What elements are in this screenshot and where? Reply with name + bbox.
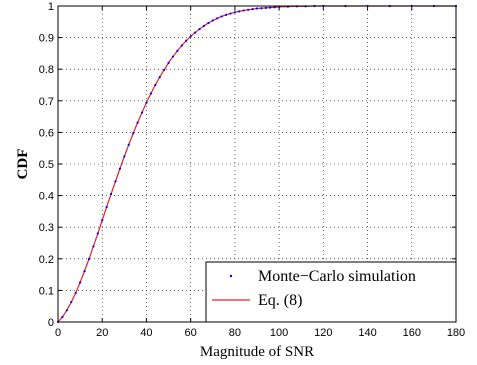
monte-carlo-point: [224, 13, 228, 16]
monte-carlo-point: [176, 49, 179, 52]
y-tick-label: 0.8: [39, 64, 54, 76]
monte-carlo-point: [127, 143, 130, 146]
monte-carlo-point: [264, 6, 267, 9]
monte-carlo-point: [136, 121, 139, 124]
x-tick-label: 0: [55, 327, 61, 339]
x-tick-label: 180: [447, 327, 465, 339]
monte-carlo-point: [118, 167, 122, 170]
monte-carlo-point: [105, 205, 108, 209]
y-tick-label: 0: [48, 317, 54, 329]
grid-lines: [58, 6, 456, 322]
monte-carlo-point: [101, 219, 104, 222]
eq8-line: [57, 5, 456, 323]
monte-carlo-point: [211, 19, 214, 22]
y-tick-label: 0.3: [39, 222, 54, 234]
monte-carlo-point: [132, 132, 135, 135]
monte-carlo-point: [247, 8, 250, 11]
y-tick-label: 0.1: [39, 285, 54, 297]
monte-carlo-point: [149, 92, 152, 95]
monte-carlo-point: [238, 10, 241, 13]
monte-carlo-point: [74, 291, 77, 295]
monte-carlo-point: [207, 21, 210, 25]
y-tick-label: 0.6: [39, 127, 54, 139]
tick-labels: 0 20 40 60 80 100 120 140 160 180 0 0.1 0.2 0.3 0.4 0.5…: [39, 1, 465, 339]
legend-label-eq8: Eq. (8): [258, 292, 302, 309]
monte-carlo-point: [65, 309, 68, 312]
monte-carlo-point: [79, 281, 82, 284]
x-tick-label: 20: [96, 327, 108, 339]
monte-carlo-point: [233, 11, 236, 14]
monte-carlo-point: [70, 300, 73, 304]
x-tick-label: 60: [185, 327, 197, 339]
monte-carlo-point: [189, 35, 192, 38]
x-tick-label: 140: [358, 327, 376, 339]
monte-carlo-point: [92, 245, 95, 248]
monte-carlo-point: [273, 6, 276, 9]
monte-carlo-point: [167, 61, 170, 64]
legend-label-monte-carlo: Monte−Carlo simulation: [258, 268, 416, 285]
monte-carlo-point: [251, 8, 254, 11]
x-tick-label: 80: [229, 327, 241, 339]
y-tick-label: 0.2: [39, 254, 54, 266]
y-tick-label: 1: [48, 1, 54, 13]
x-tick-label: 160: [403, 327, 421, 339]
monte-carlo-point: [61, 315, 64, 319]
monte-carlo-point: [154, 83, 157, 87]
monte-carlo-point: [229, 12, 232, 15]
monte-carlo-point: [260, 7, 263, 10]
legend-box: [205, 261, 457, 323]
monte-carlo-point: [158, 76, 161, 79]
monte-carlo-point: [140, 111, 144, 114]
x-tick-label: 40: [140, 327, 152, 339]
monte-carlo-point: [180, 44, 183, 47]
legend-marker-monte-carlo: [229, 274, 233, 278]
monte-carlo-point: [171, 55, 175, 58]
y-axis-label: CDF: [15, 149, 31, 180]
monte-carlo-point: [185, 39, 188, 42]
y-tick-label: 0.9: [39, 33, 54, 45]
monte-carlo-point: [198, 27, 201, 31]
y-tick-label: 0.5: [39, 159, 54, 171]
monte-carlo-point: [255, 7, 259, 10]
x-tick-label: 100: [270, 327, 288, 339]
monte-carlo-point: [269, 6, 272, 9]
x-axis-label: Magnitude of SNR: [200, 344, 314, 360]
monte-carlo-point: [96, 232, 99, 235]
legend: Monte−Carlo simulation Eq. (8): [205, 261, 457, 323]
monte-carlo-point: [163, 68, 166, 71]
monte-carlo-point: [193, 31, 197, 34]
x-tick-label: 120: [314, 327, 332, 339]
monte-carlo-point: [114, 180, 117, 183]
monte-carlo-point: [216, 17, 219, 20]
monte-carlo-point: [220, 15, 223, 18]
y-tick-label: 0.7: [39, 96, 54, 108]
monte-carlo-point: [109, 192, 113, 196]
monte-carlo-point: [242, 9, 245, 12]
monte-carlo-point: [202, 24, 206, 28]
y-tick-label: 0.4: [39, 191, 54, 203]
monte-carlo-point: [145, 101, 148, 104]
monte-carlo-point: [87, 258, 91, 261]
monte-carlo-point: [83, 270, 86, 273]
monte-carlo-point: [123, 155, 126, 158]
